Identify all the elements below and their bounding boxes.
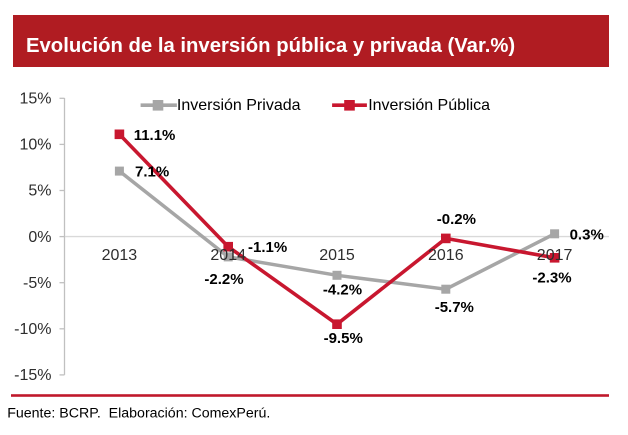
svg-text:Inversión Pública: Inversión Pública: [368, 97, 490, 114]
svg-text:-0.2%: -0.2%: [437, 211, 476, 228]
svg-text:2015: 2015: [319, 247, 355, 264]
svg-text:-2.2%: -2.2%: [204, 271, 243, 288]
svg-text:5%: 5%: [28, 183, 51, 200]
svg-text:Fuente: BCRP. Elaboración: Co: Fuente: BCRP. Elaboración: ComexPerú.: [7, 405, 270, 421]
svg-text:0%: 0%: [28, 229, 51, 246]
svg-text:15%: 15%: [19, 91, 51, 108]
svg-text:-9.5%: -9.5%: [324, 330, 363, 347]
svg-text:-5.7%: -5.7%: [435, 299, 474, 316]
svg-text:2016: 2016: [428, 247, 464, 264]
svg-text:10%: 10%: [19, 137, 51, 154]
svg-text:2014: 2014: [210, 247, 246, 264]
svg-text:-15%: -15%: [14, 367, 51, 384]
svg-text:Evolución de la inversión públ: Evolución de la inversión pública y priv…: [26, 35, 515, 57]
svg-text:11.1%: 11.1%: [134, 127, 176, 144]
svg-text:2013: 2013: [102, 247, 138, 264]
svg-text:-1.1%: -1.1%: [248, 239, 287, 256]
svg-text:7.1%: 7.1%: [135, 163, 169, 180]
svg-text:-2.3%: -2.3%: [532, 269, 571, 286]
svg-text:0.3%: 0.3%: [570, 227, 604, 244]
svg-text:-5%: -5%: [23, 275, 51, 292]
svg-text:-4.2%: -4.2%: [323, 282, 362, 299]
svg-text:-10%: -10%: [14, 321, 51, 338]
svg-text:2017: 2017: [537, 247, 573, 264]
svg-text:Inversión Privada: Inversión Privada: [177, 97, 301, 114]
